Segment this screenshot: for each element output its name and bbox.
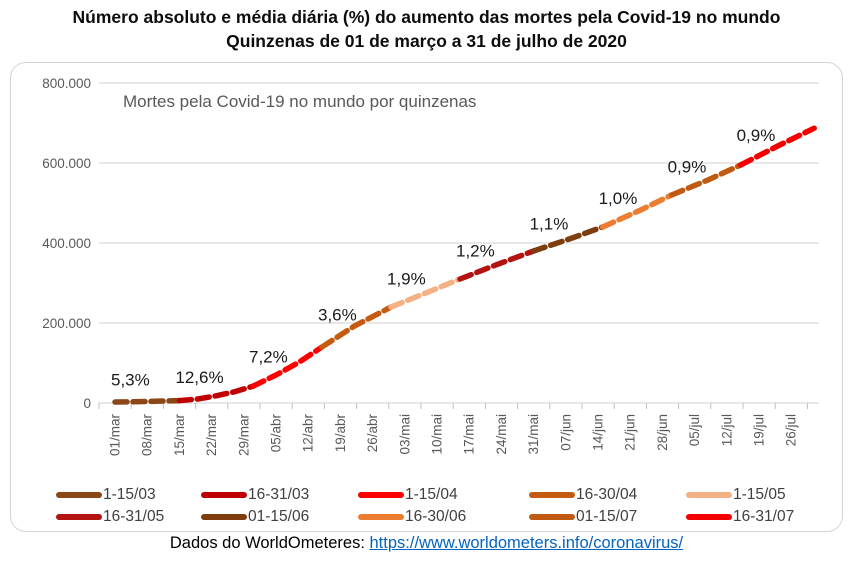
legend-item-1-15-04: 1-15/04 — [358, 485, 458, 505]
legend-item-1-15-05: 1-15/05 — [686, 485, 786, 505]
legend-item-label: 1-15/03 — [103, 486, 156, 503]
x-tick-label: 05/jul — [687, 414, 702, 446]
legend-item-label: 1-15/04 — [405, 486, 458, 503]
legend-dash-icon — [686, 514, 732, 520]
x-tick-label: 17/mai — [462, 414, 477, 455]
chart-frame: 800.000 600.000 400.000 200.000 0 01/mar 08/ma… — [10, 62, 843, 532]
x-tick-label: 15/mar — [172, 414, 187, 457]
x-tick-label: 28/jun — [655, 414, 670, 451]
pct-label-1-15-03: 5,3% — [111, 371, 150, 390]
legend-item-label: 16-31/05 — [103, 508, 165, 525]
legend-dash-icon — [529, 514, 575, 520]
pct-label-16-30-06: 1,0% — [599, 189, 638, 208]
pct-label-16-31-03: 12,6% — [175, 368, 223, 387]
legend-item-16-31-05: 16-31/05 — [56, 507, 164, 527]
pct-label-01-15-06: 1,1% — [530, 215, 569, 234]
legend-dash-icon — [358, 514, 404, 520]
y-tick-label: 0 — [83, 396, 91, 411]
legend-dash-icon — [56, 492, 102, 498]
legend-dash-icon — [686, 492, 732, 498]
pct-labels-group: 5,3% 12,6% 7,2% 3,6% 1,9% 1,2% 1,1% 1,0% 0,9% 0,9… — [111, 126, 775, 390]
x-tick-label: 26/jul — [784, 414, 799, 446]
line-series-group — [112, 125, 817, 405]
x-tick-label: 19/abr — [333, 413, 348, 452]
x-tick-label: 08/mar — [140, 414, 155, 457]
page-title: Número absoluto e média diária (%) do au… — [0, 5, 853, 53]
x-tick-label: 07/jun — [558, 414, 573, 451]
legend-item-label: 16-30/04 — [576, 486, 638, 503]
line-segment-16-30-06 — [599, 192, 675, 230]
x-tick-label: 19/jul — [752, 414, 767, 446]
x-tick-label: 03/mai — [397, 414, 412, 455]
y-tick-label: 400.000 — [42, 236, 91, 251]
line-segment-16-31-03 — [176, 383, 256, 404]
gridlines-group — [99, 82, 819, 404]
title-line-2: Quinzenas de 01 de março a 31 de julho d… — [226, 31, 627, 51]
legend-item-16-31-03: 16-31/03 — [201, 485, 309, 505]
legend-dash-icon — [529, 492, 575, 498]
x-tick-label: 26/abr — [365, 413, 380, 452]
legend-dash-icon — [358, 492, 404, 498]
pct-label-1-15-05: 1,9% — [387, 270, 426, 289]
legend-item-label: 1-15/05 — [733, 486, 786, 503]
line-segment-1-15-04 — [250, 344, 325, 389]
legend-item-label: 01-15/06 — [248, 508, 310, 525]
line-segment-1-15-05 — [388, 276, 463, 310]
line-segment-16-30-04 — [319, 304, 394, 350]
pct-label-16-30-04: 3,6% — [318, 306, 357, 325]
footer: Dados do WorldOmeteres: https://www.worl… — [0, 534, 853, 553]
title-line-1: Número absoluto e média diária (%) do au… — [72, 7, 781, 27]
legend-item-16-30-04: 16-30/04 — [529, 485, 637, 505]
x-tick-label: 10/mai — [430, 414, 445, 455]
pct-label-16-31-07: 0,9% — [737, 126, 776, 145]
legend-item-01-15-07: 01-15/07 — [529, 507, 637, 527]
pct-label-01-15-07: 0,9% — [668, 157, 707, 176]
legend-item-label: 01-15/07 — [576, 508, 638, 525]
line-segment-1-15-03 — [112, 397, 183, 405]
footer-source-text: Dados do WorldOmeteres: — [169, 534, 370, 552]
x-tick-label: 01/mar — [108, 414, 123, 457]
legend-item-16-30-06: 16-30/06 — [358, 507, 466, 527]
legend-item-1-15-03: 1-15/03 — [56, 485, 156, 505]
x-tick-label: 24/mai — [494, 414, 509, 455]
x-tick-label: 14/jun — [591, 414, 606, 451]
x-tick-label: 21/jun — [623, 414, 638, 451]
x-tick-label: 12/abr — [301, 413, 316, 452]
y-tick-label: 600.000 — [42, 156, 91, 171]
legend-item-01-15-06: 01-15/06 — [201, 507, 309, 527]
y-tick-label: 800.000 — [42, 76, 91, 91]
legend-dash-icon — [201, 492, 247, 498]
x-tick-label: 05/abr — [269, 413, 284, 452]
legend-item-label: 16-31/07 — [733, 508, 795, 525]
x-tick-label: 29/mar — [236, 414, 251, 457]
line-segment-16-31-07 — [737, 125, 817, 168]
y-tick-label: 200.000 — [42, 316, 91, 331]
pct-label-16-31-05: 1,2% — [456, 242, 495, 261]
line-segment-01-15-07 — [668, 162, 744, 198]
footer-link[interactable]: https://www.worldometers.info/coronaviru… — [369, 534, 684, 552]
line-segment-01-15-06 — [530, 224, 606, 254]
legend-dash-icon — [56, 514, 102, 520]
x-tick-label: 12/jul — [719, 414, 734, 446]
axes-group: 800.000 600.000 400.000 200.000 0 01/mar 08/ma… — [42, 76, 808, 457]
legend-item-label: 16-30/06 — [405, 508, 467, 525]
chart-inner-label: Mortes pela Covid-19 no mundo por quinze… — [123, 92, 476, 111]
line-segment-16-31-05 — [457, 248, 537, 282]
legend-dash-icon — [201, 514, 247, 520]
legend-item-16-31-07: 16-31/07 — [686, 507, 794, 527]
pct-label-1-15-04: 7,2% — [249, 347, 288, 366]
legend-item-label: 16-31/03 — [248, 486, 310, 503]
x-tick-label: 22/mar — [204, 414, 219, 457]
x-tick-label: 31/mai — [526, 414, 541, 455]
chart-svg: 800.000 600.000 400.000 200.000 0 01/mar 08/ma… — [42, 76, 819, 457]
